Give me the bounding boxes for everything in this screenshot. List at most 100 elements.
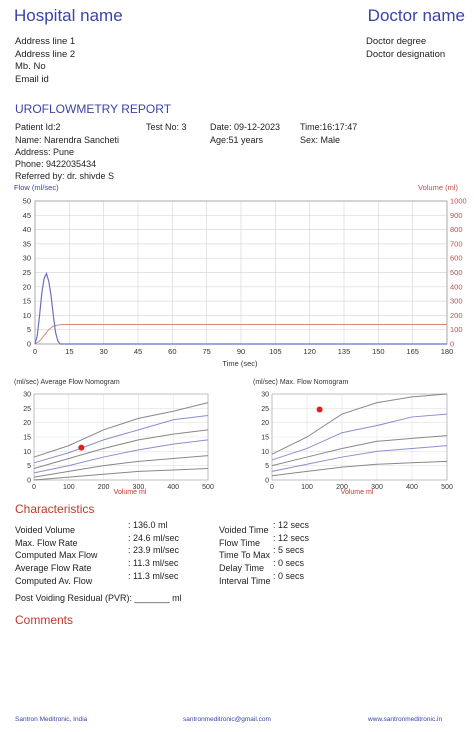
comments-heading: Comments bbox=[15, 613, 74, 627]
test-time: Time:16:17:47 bbox=[300, 122, 358, 132]
volume-tick-label: 300 bbox=[450, 297, 463, 306]
x-tick-label: 200 bbox=[98, 484, 110, 491]
nomogram-curve bbox=[33, 468, 209, 481]
max-flow-nomogram: (ml/sec) Max. Flow Nomogram 0 5 10 15 20 25 30… bbox=[253, 379, 453, 496]
x-tick-label: 0 bbox=[270, 484, 274, 491]
patient-age: Age:51 years bbox=[210, 135, 264, 145]
x-tick-label: 0 bbox=[32, 484, 36, 491]
doctor-info: Doctor degree Doctor designation bbox=[366, 36, 445, 61]
y-tick-label: 20 bbox=[261, 420, 269, 427]
nomogram-curve bbox=[33, 402, 209, 458]
plot-frame bbox=[33, 393, 209, 481]
footer-email: santronmeditronic@gmail.com bbox=[183, 716, 271, 723]
doctor-degree: Doctor degree bbox=[366, 36, 427, 47]
time-tick-label: 150 bbox=[372, 347, 385, 356]
volume-axis-label: Volume (ml) bbox=[418, 183, 459, 192]
time-tick-label: 60 bbox=[168, 347, 176, 356]
footer-website: www.santronmeditronic.in bbox=[368, 716, 443, 723]
flow-tick-label: 45 bbox=[23, 211, 31, 220]
patient-point bbox=[316, 406, 323, 413]
plot-frame bbox=[271, 393, 448, 481]
volume-tick-label: 500 bbox=[450, 268, 463, 277]
nomogram-curve bbox=[271, 445, 448, 472]
volume-tick-label: 200 bbox=[450, 311, 463, 320]
time-tick-label: 15 bbox=[65, 347, 73, 356]
char-value: : 0 secs bbox=[273, 558, 305, 569]
char-label: Voided Time bbox=[219, 525, 269, 535]
y-tick-label: 5 bbox=[265, 463, 269, 470]
y-tick-label: 20 bbox=[23, 420, 31, 427]
y-tick-label: 25 bbox=[261, 406, 269, 413]
x-tick-label: 400 bbox=[167, 484, 179, 491]
y-tick-label: 0 bbox=[27, 478, 31, 485]
y-tick-label: 30 bbox=[23, 392, 31, 399]
char-value: : 11.3 ml/sec bbox=[128, 558, 179, 569]
time-tick-label: 0 bbox=[33, 347, 37, 356]
volume-axis-label: Volume ml bbox=[341, 489, 374, 496]
flow-tick-label: 25 bbox=[23, 268, 31, 277]
time-tick-label: 165 bbox=[406, 347, 419, 356]
x-tick-label: 100 bbox=[63, 484, 75, 491]
time-tick-label: 135 bbox=[338, 347, 351, 356]
doctor-name: Doctor name bbox=[367, 6, 465, 25]
char-value: : 0 secs bbox=[273, 570, 305, 581]
nomogram-curve bbox=[271, 460, 448, 477]
characteristics-right: Voided Time: 12 secs Flow Time: 12 secs … bbox=[219, 520, 309, 586]
doctor-designation: Doctor designation bbox=[366, 48, 446, 60]
char-label: Voided Volume bbox=[15, 525, 76, 535]
x-tick-label: 300 bbox=[133, 484, 145, 491]
flow-tick-label: 30 bbox=[23, 254, 31, 263]
char-value: : 12 secs bbox=[273, 520, 310, 530]
characteristics-heading: Characteristics bbox=[15, 502, 95, 516]
address-line: Address line 2 bbox=[15, 48, 76, 60]
char-label: Time To Max bbox=[219, 550, 271, 561]
y-tick-label: 0 bbox=[265, 478, 269, 485]
referred-by: Referred by: dr. shivde S bbox=[15, 171, 115, 181]
patient-phone: Phone: 9422035434 bbox=[15, 159, 97, 169]
volume-tick-label: 1000 bbox=[450, 197, 467, 206]
char-label: Computed Max Flow bbox=[15, 550, 98, 561]
address-line: Address line 1 bbox=[15, 36, 76, 47]
char-label: Computed Av. Flow bbox=[15, 575, 93, 586]
nomogram-curve bbox=[33, 455, 209, 478]
char-label: Max. Flow Rate bbox=[15, 537, 78, 548]
flow-tick-label: 40 bbox=[23, 225, 31, 234]
flow-tick-label: 35 bbox=[23, 239, 31, 248]
char-value: : 5 secs bbox=[273, 545, 305, 556]
volume-tick-label: 400 bbox=[450, 282, 463, 291]
patient-address: Address: Pune bbox=[15, 147, 75, 157]
char-label: Average Flow Rate bbox=[15, 563, 92, 574]
nomogram-curve bbox=[33, 439, 209, 474]
hospital-name: Hospital name bbox=[14, 6, 123, 25]
x-tick-label: 300 bbox=[371, 484, 383, 491]
volume-tick-label: 100 bbox=[450, 325, 463, 334]
char-label: Interval Time bbox=[219, 575, 271, 586]
patient-sex: Sex: Male bbox=[300, 135, 341, 145]
volume-tick-label: 900 bbox=[450, 211, 463, 220]
volume-tick-label: 600 bbox=[450, 254, 463, 263]
flow-tick-label: 20 bbox=[23, 282, 31, 291]
y-tick-label: 10 bbox=[23, 449, 31, 456]
time-axis-label: Time (sec) bbox=[222, 359, 258, 368]
flow-tick-label: 10 bbox=[23, 311, 31, 320]
nomogram-curve bbox=[271, 393, 448, 455]
email-id: Email id bbox=[15, 73, 49, 85]
flow-axis-label: Flow (ml/sec) bbox=[14, 183, 59, 192]
char-value: : 24.6 ml/sec bbox=[128, 532, 180, 543]
nomogram-curve bbox=[271, 413, 448, 461]
volume-tick-label: 800 bbox=[450, 225, 463, 234]
volume-tick-label: 0 bbox=[450, 340, 454, 349]
test-number: Test No: 3 bbox=[146, 122, 187, 132]
time-tick-label: 75 bbox=[202, 347, 210, 356]
flow-tick-label: 15 bbox=[23, 297, 31, 306]
test-date: Date: 09-12-2023 bbox=[210, 122, 281, 132]
x-tick-label: 500 bbox=[202, 484, 214, 491]
x-tick-label: 400 bbox=[406, 484, 418, 491]
nomogram-curve bbox=[33, 415, 209, 464]
patient-name: Name: Narendra Sancheti bbox=[15, 135, 120, 145]
y-tick-label: 25 bbox=[23, 406, 31, 413]
volume-curve bbox=[34, 324, 447, 345]
char-label: Flow Time bbox=[219, 537, 261, 548]
char-value: : 23.9 ml/sec bbox=[128, 545, 180, 556]
